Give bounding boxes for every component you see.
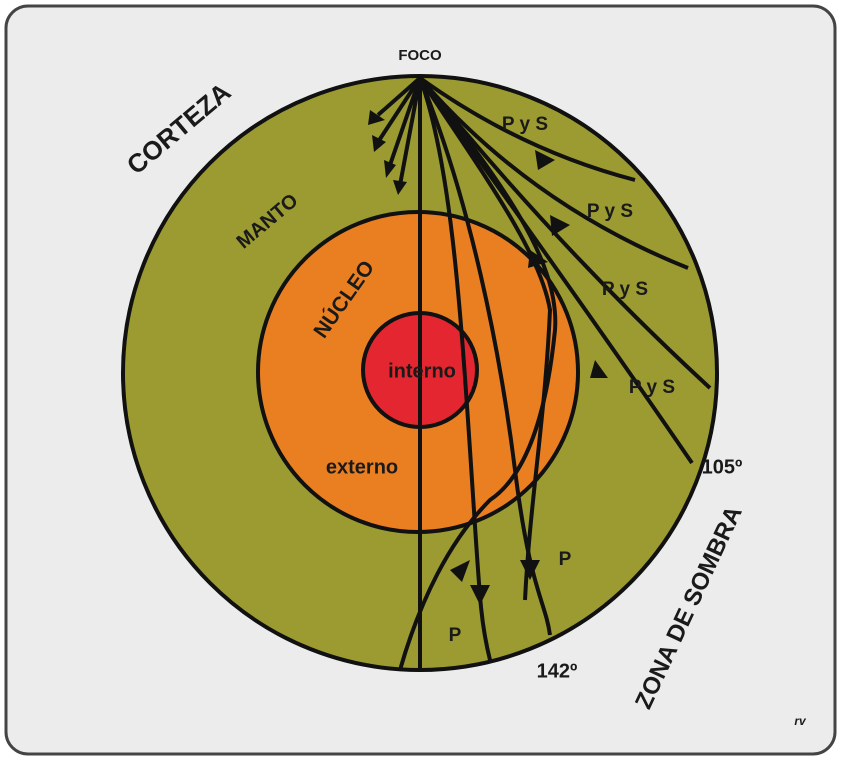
ray: [398, 77, 422, 186]
wave-label: P y S: [629, 377, 675, 398]
angle-label: 105º: [702, 456, 743, 478]
arrowhead: [393, 180, 407, 195]
arrowhead: [450, 560, 470, 582]
arrowhead: [384, 160, 396, 178]
ray: [418, 77, 492, 661]
wave-label: P y S: [587, 201, 633, 222]
ray: [398, 76, 558, 671]
ray: [418, 76, 689, 270]
ray: [418, 76, 636, 182]
arrowhead: [470, 585, 490, 605]
arrowhead: [368, 110, 385, 125]
ray: [418, 76, 694, 465]
arrowhead: [520, 560, 540, 580]
inner-core-label: interno: [388, 360, 456, 382]
angle-label: 142º: [537, 660, 578, 682]
ray: [418, 77, 552, 636]
wave-label: P y S: [602, 279, 648, 300]
ray: [376, 76, 422, 117]
ray: [418, 76, 553, 601]
arrowhead: [528, 250, 548, 268]
arrowhead: [535, 150, 555, 170]
ray: [376, 76, 422, 144]
wave-label: P y S: [502, 114, 548, 135]
focus-label: FOCO: [398, 47, 442, 64]
signature: rv: [794, 714, 807, 728]
rays: [376, 76, 712, 671]
wave-label: P: [559, 549, 572, 570]
ray: [388, 77, 422, 166]
arrowhead: [550, 215, 570, 236]
arrowheads: [368, 110, 608, 605]
arrowhead: [372, 135, 386, 152]
arrowhead: [590, 360, 608, 378]
wave-label: P: [449, 625, 462, 646]
outer-core-label: externo: [326, 456, 398, 478]
